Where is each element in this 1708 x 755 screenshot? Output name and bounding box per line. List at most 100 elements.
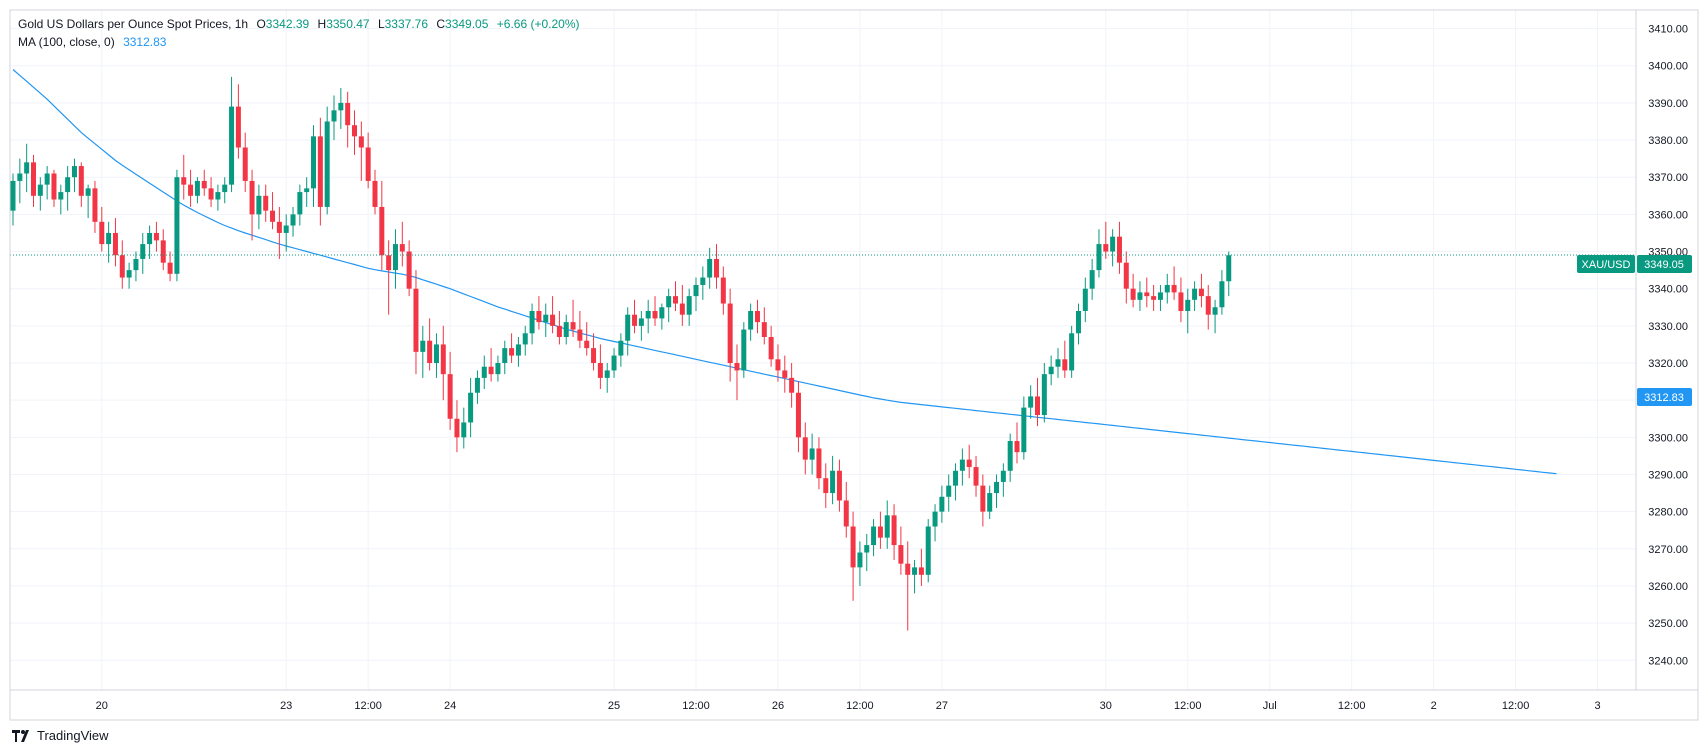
price-tick-label: 3260.00 xyxy=(1648,581,1688,593)
candle-down xyxy=(454,400,460,453)
candle-body xyxy=(953,470,959,486)
candle-down xyxy=(591,333,597,371)
candle-body xyxy=(891,515,897,546)
time-tick-label: 27 xyxy=(936,700,948,712)
time-tick-label: 24 xyxy=(444,700,456,712)
candle-body xyxy=(659,307,665,319)
candle-body xyxy=(174,177,180,274)
candle-body xyxy=(1198,288,1204,297)
candle-up xyxy=(1226,251,1232,297)
close-label: C xyxy=(436,17,446,31)
change-value: +6.66 (+0.20%) xyxy=(496,17,580,31)
candle-up xyxy=(611,348,617,378)
candle-body xyxy=(468,392,474,423)
candle-body xyxy=(857,552,863,568)
candle-body xyxy=(24,162,30,174)
candle-body xyxy=(181,177,187,185)
candle-up xyxy=(283,214,289,252)
candle-body xyxy=(44,173,50,185)
candle-down xyxy=(201,169,207,196)
ma-price-label: 3312.83 xyxy=(1644,392,1684,404)
candle-body xyxy=(980,485,986,512)
candle-down xyxy=(208,177,214,207)
candle-body xyxy=(201,180,207,189)
candle-body xyxy=(713,258,719,278)
time-tick-label: 20 xyxy=(96,700,108,712)
candle-down xyxy=(78,162,84,207)
candle-body xyxy=(1075,310,1081,334)
candle-down xyxy=(379,180,385,271)
candle-up xyxy=(1137,281,1143,311)
candle-body xyxy=(1096,244,1102,271)
candle-body xyxy=(488,366,494,375)
time-tick-label: 3 xyxy=(1594,700,1600,712)
candle-body xyxy=(71,166,77,178)
candle-up xyxy=(174,169,180,282)
price-tick-label: 3380.00 xyxy=(1648,135,1688,147)
tradingview-logo[interactable]: TradingView xyxy=(12,728,109,743)
ma-title[interactable]: MA (100, close, 0) xyxy=(18,35,115,49)
candle-body xyxy=(160,240,166,263)
candle-down xyxy=(249,169,255,241)
candle-up xyxy=(222,177,228,204)
candle-body xyxy=(836,470,842,501)
candle-up xyxy=(625,307,631,356)
candle-down xyxy=(92,180,98,233)
candle-body xyxy=(242,147,248,181)
candles xyxy=(10,76,1232,631)
candle-up xyxy=(229,76,235,193)
candle-up xyxy=(1021,396,1027,460)
candle-body xyxy=(30,162,36,196)
candle-up xyxy=(215,184,221,211)
candle-body xyxy=(1144,292,1150,297)
candle-up xyxy=(871,519,877,557)
logo-text: TradingView xyxy=(37,728,109,743)
candle-down xyxy=(406,240,412,297)
price-tick-label: 3410.00 xyxy=(1648,24,1688,36)
candle-down xyxy=(850,511,856,601)
symbol-tag-label: XAU/USD xyxy=(1582,259,1631,271)
ma-value: 3312.83 xyxy=(123,35,167,49)
candle-down xyxy=(181,154,187,200)
candle-body xyxy=(850,526,856,568)
candle-up xyxy=(1219,270,1225,315)
candle-down xyxy=(365,132,371,189)
candle-up xyxy=(140,232,146,274)
candle-body xyxy=(666,296,672,308)
candle-body xyxy=(153,232,159,241)
candle-body xyxy=(987,493,993,512)
candle-body xyxy=(652,310,658,319)
last-price-badge: 3349.05 xyxy=(1637,255,1692,273)
candle-body xyxy=(481,366,487,378)
candle-body xyxy=(331,110,337,122)
candle-body xyxy=(324,121,330,207)
candle-body xyxy=(597,363,603,378)
candle-down xyxy=(768,325,774,367)
ma-polyline xyxy=(12,69,1557,475)
candle-up xyxy=(707,247,713,289)
candle-down xyxy=(1144,277,1150,308)
candle-up xyxy=(474,370,480,404)
candle-body xyxy=(140,244,146,259)
candle-body xyxy=(1171,284,1177,293)
price-axis[interactable]: 3240.00 3250.00 3260.00 3270.00 3280.00 3290.… xyxy=(1648,24,1688,668)
candle-down xyxy=(1178,277,1184,323)
candle-down xyxy=(99,206,105,252)
candle-body xyxy=(871,526,877,546)
candle-down xyxy=(632,299,638,334)
candle-up xyxy=(71,158,77,193)
candle-body xyxy=(550,314,556,326)
candle-body xyxy=(1035,396,1040,416)
time-axis[interactable]: 20 23 12:00 24 25 12:00 26 12:00 27 30 12:00 Jul 12:… xyxy=(96,700,1601,712)
candle-up xyxy=(666,288,672,323)
candle-body xyxy=(816,448,822,479)
candle-body xyxy=(51,173,57,200)
candle-down xyxy=(816,437,822,490)
symbol-title[interactable]: Gold US Dollars per Ounce Spot Prices, 1… xyxy=(18,17,249,31)
candle-down xyxy=(966,444,972,479)
candle-up xyxy=(693,277,699,311)
candle-body xyxy=(345,102,351,126)
candle-up xyxy=(830,455,836,505)
candle-up xyxy=(37,177,43,211)
